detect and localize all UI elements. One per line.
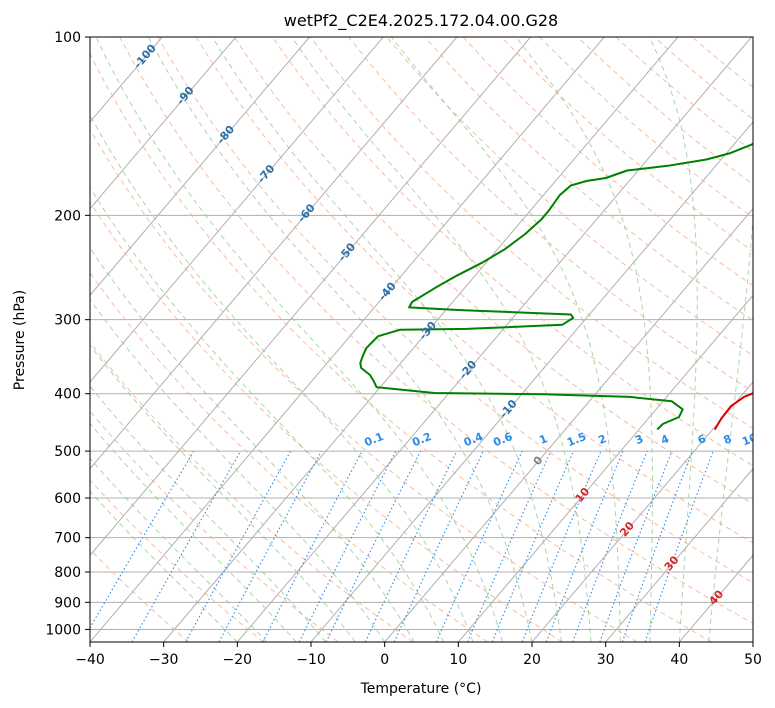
- mixing-ratio-line: [572, 450, 648, 642]
- moist-adiabat: [90, 457, 268, 642]
- plot-frame: [89, 36, 754, 643]
- y-tick-label: 900: [54, 595, 81, 611]
- mixing-ratio-line: [491, 450, 575, 642]
- x-tick-label: −10: [296, 652, 326, 668]
- x-tick-label: 10: [449, 652, 467, 668]
- x-tick-label: 40: [670, 652, 688, 668]
- x-tick-label: 50: [744, 652, 762, 668]
- mixing-ratio-line: [435, 450, 523, 642]
- y-axis-label: Pressure (hPa): [12, 290, 28, 390]
- moist-adiabat: [147, 37, 533, 642]
- isotherm-line: [90, 37, 384, 383]
- dry-adiabat: [310, 37, 753, 430]
- dry-adiabat: [90, 52, 712, 642]
- dry-adiabat: [386, 37, 753, 357]
- mixing-ratio-line: [185, 450, 292, 642]
- mixing-ratio-line: [466, 450, 552, 642]
- moist-adiabat: [648, 37, 698, 642]
- background-lines: [90, 37, 753, 642]
- dry-adiabat: [195, 37, 753, 544]
- isotherm-line: [90, 37, 458, 470]
- isotherm-line: [457, 294, 753, 642]
- dry-adiabat: [90, 410, 339, 642]
- moist-adiabat: [391, 37, 621, 642]
- dry-adiabat: [90, 201, 563, 642]
- isotherm-line: [90, 37, 531, 557]
- mixing-ratio-line: [621, 450, 693, 642]
- isotherm-line: [163, 37, 679, 642]
- mixing-ratio-line: [218, 450, 322, 642]
- moist-adiabat: [90, 344, 356, 642]
- dewpoint-profile: [359, 142, 753, 431]
- chart-title: wetPf2_C2E4.2025.172.04.00.G28: [284, 11, 558, 31]
- isotherm-line: [90, 37, 237, 210]
- mixing-ratio-label: 2: [596, 432, 608, 447]
- mixing-ratio-label: 8: [722, 432, 734, 447]
- moist-adiabat: [90, 114, 474, 642]
- mixing-ratio-line: [644, 450, 714, 642]
- dry-adiabat: [90, 128, 638, 642]
- mixing-ratio-line: [521, 450, 602, 642]
- x-tick-label: 0: [380, 652, 389, 668]
- isotherm-line: [384, 207, 753, 642]
- dry-adiabat: [119, 37, 753, 624]
- dry-adiabat: [90, 271, 488, 642]
- y-tick-label: 500: [54, 444, 81, 460]
- dry-adiabat: [90, 479, 264, 642]
- profiles: [359, 142, 753, 431]
- dry-adiabat: [233, 37, 753, 505]
- x-tick-label: 30: [597, 652, 615, 668]
- isotherm-line: [310, 121, 753, 642]
- dry-adiabat: [157, 37, 753, 584]
- x-tick-label: −40: [75, 652, 105, 668]
- mixing-ratio-label: 3: [633, 432, 645, 447]
- x-tick-label: −30: [149, 652, 179, 668]
- isotherm-line: [236, 37, 752, 642]
- y-tick-label: 400: [54, 387, 81, 403]
- axes: −40 −30 −20 −10 0 10 20 30 40 50 100 200 300 400 500 60…: [45, 30, 762, 668]
- y-tick-label: 700: [54, 531, 81, 547]
- moist-adiabat: [515, 37, 653, 642]
- y-tick-label: 1000: [45, 622, 81, 638]
- moist-adiabat: [708, 212, 753, 642]
- x-tick-label: 20: [523, 652, 541, 668]
- isotherm-line: [90, 37, 310, 297]
- y-tick-label: 100: [54, 30, 81, 46]
- isotherm-line: [605, 467, 753, 642]
- mixing-ratio-label: 10: [740, 431, 759, 449]
- mixing-ratio-line: [599, 450, 673, 642]
- plot-area: [90, 37, 753, 642]
- dry-adiabat: [90, 548, 190, 642]
- mixing-ratio-label: 1: [537, 432, 549, 447]
- moist-adiabat: [90, 186, 445, 642]
- mixing-ratio-line: [298, 450, 397, 642]
- dry-adiabat: [90, 341, 414, 642]
- mixing-ratio-line: [325, 450, 422, 642]
- y-tick-label: 200: [54, 208, 81, 224]
- x-tick-label: −20: [223, 652, 253, 668]
- dry-adiabat: [424, 37, 753, 322]
- y-tick-label: 600: [54, 491, 81, 507]
- moist-adiabat: [90, 385, 327, 642]
- x-axis-label: Temperature (°C): [360, 681, 482, 697]
- y-tick-label: 300: [54, 313, 81, 329]
- y-tick-label: 800: [54, 565, 81, 581]
- isotherm-line: [90, 37, 605, 642]
- mixing-ratio-line: [545, 450, 624, 642]
- moist-adiabat: [90, 422, 297, 642]
- moist-adiabat: [90, 247, 415, 642]
- moist-adiabat: [291, 37, 592, 642]
- isotherm-line: [531, 381, 753, 642]
